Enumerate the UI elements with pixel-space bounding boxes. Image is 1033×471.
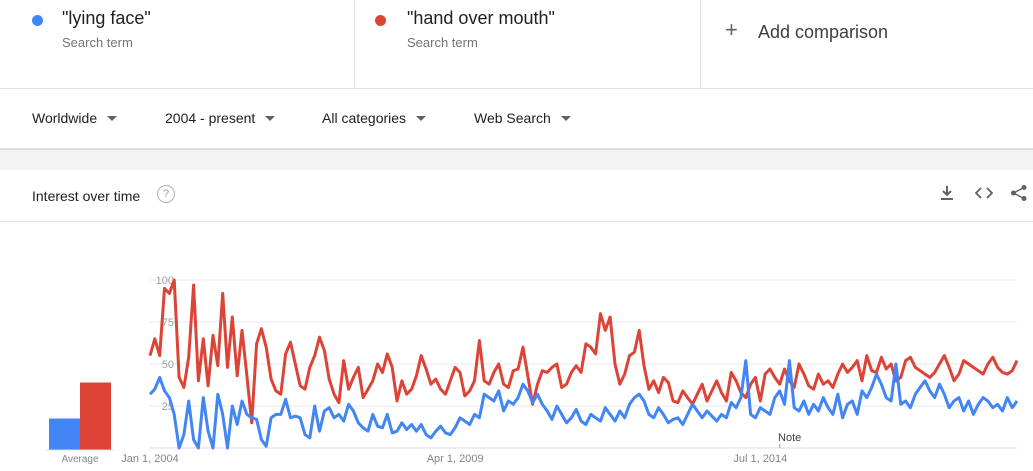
chevron-down-icon bbox=[107, 115, 118, 121]
y-tick-label: 50 bbox=[162, 359, 174, 371]
search-terms-bar: "lying face" Search term "hand over mout… bbox=[0, 0, 1033, 89]
average-bar-1 bbox=[49, 418, 80, 450]
annotation-label: Note bbox=[778, 432, 801, 444]
search-term-card-2[interactable]: "hand over mouth" Search term bbox=[355, 0, 701, 88]
add-comparison-label: Add comparison bbox=[758, 22, 889, 42]
x-tick-label: Apr 1, 2009 bbox=[427, 453, 484, 465]
embed-code-icon[interactable] bbox=[974, 184, 994, 207]
x-tick-label: Jan 1, 2004 bbox=[121, 453, 179, 465]
category-dropdown[interactable]: All categories bbox=[322, 110, 427, 126]
search-term-name: "hand over mouth" bbox=[407, 8, 555, 28]
section-title: Interest over time bbox=[32, 188, 141, 204]
filter-bar: Worldwide 2004 - present All categories … bbox=[0, 88, 1033, 150]
time-range-dropdown[interactable]: 2004 - present bbox=[165, 110, 276, 126]
section-divider-band bbox=[0, 150, 1033, 170]
search-term-type: Search term bbox=[407, 35, 478, 50]
share-icon[interactable] bbox=[1010, 184, 1028, 207]
chevron-down-icon bbox=[560, 115, 571, 121]
plus-icon: + bbox=[725, 17, 738, 42]
interest-over-time-header: Interest over time ? bbox=[0, 170, 1033, 222]
category-label: All categories bbox=[322, 110, 407, 126]
chevron-down-icon bbox=[416, 115, 427, 121]
average-label: Average bbox=[61, 454, 99, 465]
search-type-dropdown[interactable]: Web Search bbox=[474, 110, 571, 126]
search-term-name: "lying face" bbox=[62, 8, 151, 28]
region-dropdown[interactable]: Worldwide bbox=[32, 110, 118, 126]
search-term-type: Search term bbox=[62, 35, 133, 50]
series-color-dot-icon bbox=[32, 15, 43, 26]
average-bar-2 bbox=[80, 382, 111, 450]
add-comparison-button[interactable]: + Add comparison bbox=[701, 0, 1033, 88]
region-label: Worldwide bbox=[32, 110, 98, 126]
help-circle-icon[interactable]: ? bbox=[157, 185, 175, 203]
series-color-dot-icon bbox=[375, 15, 386, 26]
time-range-label: 2004 - present bbox=[165, 110, 256, 126]
series-line-1 bbox=[148, 278, 1019, 425]
download-icon[interactable] bbox=[939, 184, 955, 207]
x-tick-label: Jul 1, 2014 bbox=[733, 453, 787, 465]
chevron-down-icon bbox=[265, 115, 276, 121]
search-term-card-1[interactable]: "lying face" Search term bbox=[0, 0, 355, 88]
y-tick-label: 100 bbox=[156, 275, 174, 287]
interest-over-time-chart: 25 50 75 100 Jan 1, 2004 Apr 1, 2009 Jul 1, 20… bbox=[0, 222, 1033, 466]
y-tick-label: 75 bbox=[162, 317, 174, 329]
series-line-2 bbox=[148, 359, 1019, 450]
search-type-label: Web Search bbox=[474, 110, 551, 126]
